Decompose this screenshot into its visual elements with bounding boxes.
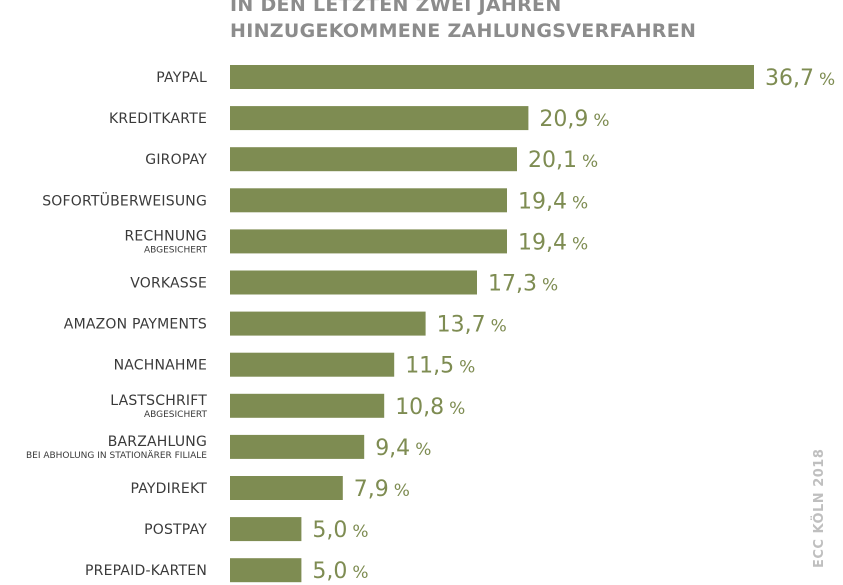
value-unit: %	[352, 563, 368, 583]
bar-row: GIROPAY 20,1%	[145, 147, 598, 173]
chart-title-line-1: IN DEN LETZTEN ZWEI JAHREN	[230, 0, 562, 16]
category-label: BARZAHLUNG	[108, 434, 207, 450]
value-unit: %	[572, 193, 588, 213]
value-unit: %	[819, 70, 835, 90]
value-label: 5,0%	[312, 559, 368, 584]
bar	[230, 558, 302, 583]
category-label: GIROPAY	[145, 152, 207, 168]
chart-title: IN DEN LETZTEN ZWEI JAHREN HINZUGEKOMMEN…	[230, 0, 696, 44]
value-unit: %	[415, 440, 431, 460]
bar-row: VORKASSE 17,3%	[130, 270, 558, 297]
value-label: 20,9%	[539, 107, 609, 132]
value-label: 36,7%	[765, 66, 835, 91]
bar-row: SOFORTÜBERWEISUNG 19,4%	[42, 188, 588, 214]
chart-title-line-2: HINZUGEKOMMENE ZAHLUNGSVERFAHREN	[230, 20, 697, 42]
category-label: VORKASSE	[130, 276, 207, 292]
source-credit: ECC KÖLN 2018	[812, 448, 827, 568]
category-label: PREPAID-KARTEN	[85, 563, 207, 579]
bar	[230, 229, 507, 254]
category-sublabel: BEI ABHOLUNG IN STATIONÄRER FILIALE	[26, 450, 207, 461]
bar	[230, 476, 343, 500]
value-label: 7,9%	[354, 477, 410, 502]
category-label: RECHNUNG	[124, 228, 207, 244]
value-label: 19,4%	[518, 230, 588, 255]
bar	[230, 352, 395, 377]
bar	[230, 517, 302, 542]
category-label: POSTPAY	[144, 522, 207, 538]
bar	[230, 311, 426, 336]
bar	[230, 188, 507, 213]
bar-row: NACHNAHME 11,5%	[114, 352, 475, 379]
bar-row: AMAZON PAYMENTS 13,7%	[64, 311, 507, 338]
value-unit: %	[352, 522, 368, 542]
value-label: 19,4%	[518, 189, 588, 214]
value-label: 11,5%	[405, 354, 475, 379]
value-unit: %	[593, 111, 609, 131]
bar	[230, 270, 477, 295]
category-label: NACHNAHME	[114, 358, 207, 374]
bar	[230, 393, 385, 418]
value-label: 17,3%	[488, 272, 558, 297]
value-label: 13,7%	[437, 313, 507, 338]
bar-row: PREPAID-KARTEN 5,0%	[85, 558, 369, 584]
bar-row: PAYDIREKT 7,9%	[130, 476, 410, 502]
category-label: SOFORTÜBERWEISUNG	[42, 191, 207, 209]
category-label: PAYDIREKT	[130, 481, 207, 497]
value-unit: %	[572, 234, 588, 254]
value-unit: %	[542, 276, 558, 296]
bar	[230, 106, 529, 131]
value-unit: %	[449, 399, 465, 419]
bar-row: PAYPAL 36,7%	[156, 65, 835, 91]
value-unit: %	[459, 358, 475, 378]
bar-row: POSTPAY 5,0%	[144, 517, 369, 543]
value-label: 10,8%	[395, 395, 465, 420]
bar-row: KREDITKARTE 20,9%	[109, 106, 610, 132]
value-label: 9,4%	[375, 436, 431, 461]
value-label: 5,0%	[312, 518, 368, 543]
value-label: 20,1%	[528, 148, 598, 173]
category-sublabel: ABGESICHERT	[144, 410, 208, 420]
value-unit: %	[491, 317, 507, 337]
bar	[230, 65, 754, 89]
value-unit: %	[394, 481, 410, 501]
category-sublabel: ABGESICHERT	[144, 245, 208, 255]
category-label: LASTSCHRIFT	[110, 393, 207, 409]
value-unit: %	[582, 152, 598, 172]
bar	[230, 147, 517, 172]
bar	[230, 434, 365, 459]
category-label: KREDITKARTE	[109, 111, 207, 127]
category-label: PAYPAL	[156, 70, 207, 86]
category-label: AMAZON PAYMENTS	[64, 317, 207, 333]
